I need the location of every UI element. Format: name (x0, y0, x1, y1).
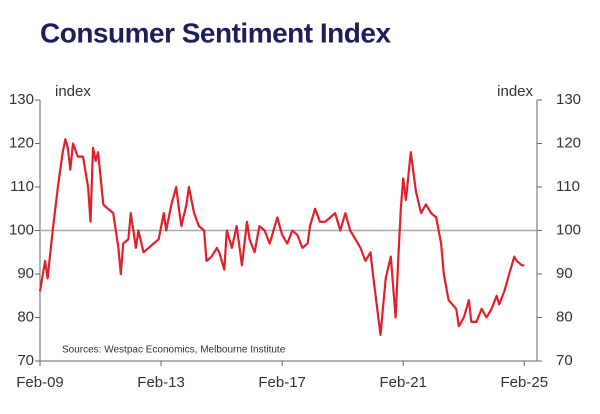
y2-tick-label: 70 (556, 352, 573, 369)
y-tick-label: 110 (10, 178, 34, 195)
y2-tick-label: 100 (556, 221, 581, 238)
y-tick-label: 100 (9, 221, 34, 238)
y-tick-label: 120 (9, 134, 34, 151)
y-tick-label: 130 (9, 91, 34, 108)
x-tick-label: Feb-25 (501, 374, 549, 391)
y2-tick-label: 130 (556, 91, 581, 108)
x-tick-label: Feb-17 (258, 374, 306, 391)
y2-tick-label: 80 (556, 308, 573, 325)
y2-tick-label: 90 (556, 265, 573, 282)
y2-tick-label: 110 (556, 178, 580, 195)
y2-tick-label: 120 (556, 134, 581, 151)
y-axis-label: index (55, 83, 91, 100)
x-tick-label: Feb-09 (16, 374, 64, 391)
chart-title: Consumer Sentiment Index (40, 17, 391, 48)
data-line (38, 138, 525, 336)
y2-axis-label: index (497, 83, 533, 100)
y-tick-label: 80 (17, 308, 34, 325)
source-note: Sources: Westpac Economics, Melbourne In… (62, 345, 286, 356)
x-tick-label: Feb-21 (379, 374, 427, 391)
y-tick-label: 70 (17, 352, 34, 369)
y-tick-label: 90 (17, 265, 34, 282)
x-tick-label: Feb-13 (137, 374, 185, 391)
